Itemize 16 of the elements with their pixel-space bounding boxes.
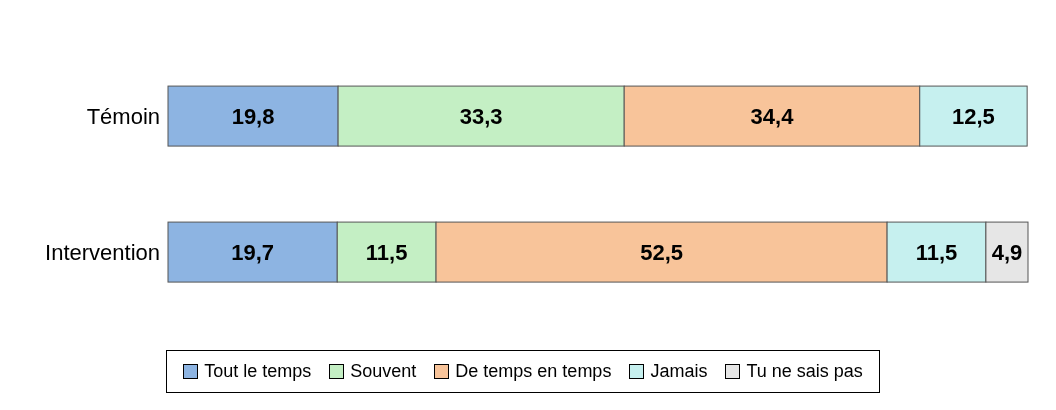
data-label: 11,5 xyxy=(915,239,958,265)
data-label: 52,5 xyxy=(640,239,683,265)
data-label: 19,7 xyxy=(231,239,275,265)
data-label: 11,5 xyxy=(365,239,408,265)
data-label: 4,9 xyxy=(991,239,1023,265)
legend-label: Jamais xyxy=(650,361,708,382)
y-tick-label: Témoin xyxy=(86,103,160,129)
data-label: 34,4 xyxy=(750,103,795,129)
y-tick-label: Intervention xyxy=(45,239,160,265)
legend-label: Tu ne sais pas xyxy=(746,361,863,382)
data-label: 12,5 xyxy=(952,103,995,129)
data-label: 33,3 xyxy=(459,103,503,129)
data-label: 19,8 xyxy=(231,103,275,129)
legend-label: De temps en temps xyxy=(455,361,612,382)
legend-label: Souvent xyxy=(350,361,417,382)
legend-label: Tout le temps xyxy=(204,361,312,382)
